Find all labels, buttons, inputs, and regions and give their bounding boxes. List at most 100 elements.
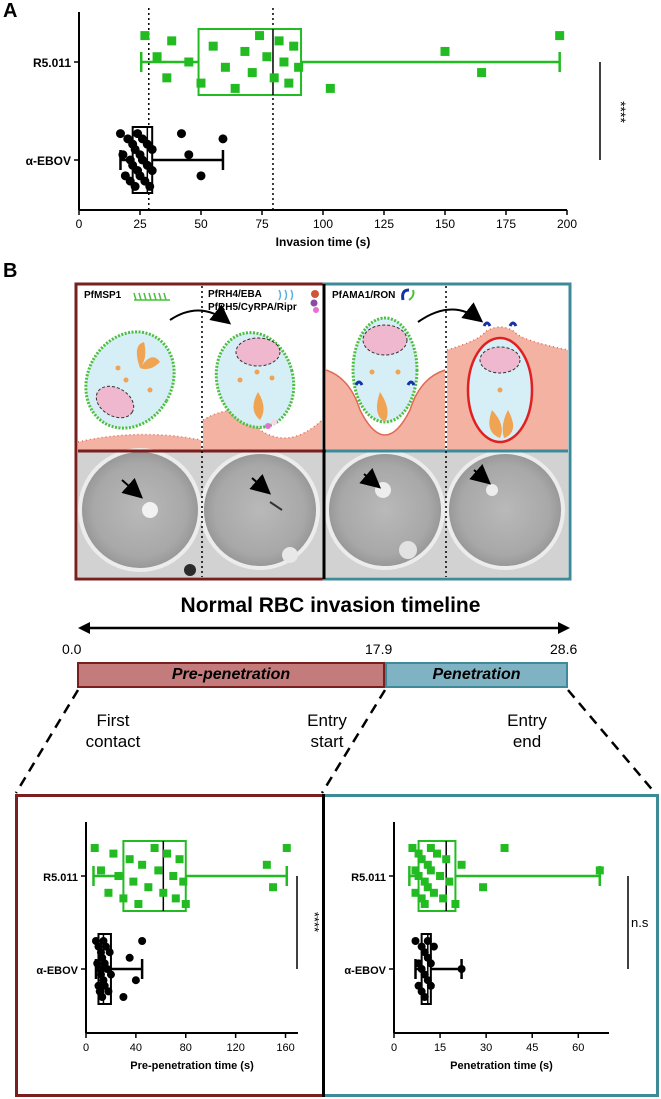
data-point xyxy=(140,31,150,41)
data-point xyxy=(144,883,153,892)
data-point xyxy=(119,894,128,903)
data-point xyxy=(417,894,426,903)
significance-stars: **** xyxy=(307,912,322,932)
timeline-title: Normal RBC invasion timeline xyxy=(180,594,481,617)
data-point xyxy=(423,860,432,869)
x-tick-label: 15 xyxy=(434,1042,446,1054)
data-point xyxy=(284,78,294,88)
pre-penetration-bar: Pre-penetration xyxy=(77,662,385,688)
data-point xyxy=(162,73,172,83)
category-label: α-EBOV xyxy=(26,154,71,168)
data-point xyxy=(433,849,441,858)
category-label: α-EBOV xyxy=(36,965,78,977)
data-point xyxy=(420,993,429,1001)
data-point xyxy=(138,860,147,869)
data-point xyxy=(115,129,125,139)
data-point xyxy=(119,993,128,1001)
data-point xyxy=(429,942,438,951)
data-point xyxy=(179,877,188,886)
data-point xyxy=(411,866,420,875)
data-point xyxy=(411,937,420,945)
data-point xyxy=(171,894,180,903)
data-point xyxy=(125,953,134,962)
data-point xyxy=(184,57,194,67)
data-point xyxy=(262,860,271,869)
category-label: α-EBOV xyxy=(344,965,386,977)
stage-arrow-2 xyxy=(417,302,484,323)
data-point xyxy=(457,860,466,869)
entry-start-label: Entry start xyxy=(307,711,347,751)
panel-a-letter: A xyxy=(3,0,18,22)
data-point xyxy=(176,129,186,139)
data-point xyxy=(289,41,299,51)
data-point xyxy=(129,877,138,886)
data-point xyxy=(451,900,460,908)
first-contact-label: First contact xyxy=(85,711,141,751)
data-point xyxy=(169,872,178,880)
data-point xyxy=(420,877,429,886)
data-point xyxy=(479,883,488,892)
data-point xyxy=(181,900,190,908)
rh5-glyph xyxy=(310,290,319,313)
data-point xyxy=(282,844,291,852)
data-point xyxy=(196,171,206,181)
legend-ama1-label: PfAMA1/RON xyxy=(332,290,396,301)
data-point xyxy=(114,872,123,880)
stage3-cartoon xyxy=(325,286,446,451)
data-point xyxy=(175,855,184,864)
data-point xyxy=(436,872,445,880)
data-point xyxy=(167,36,177,46)
zoom-connectors xyxy=(14,689,656,794)
data-point xyxy=(325,83,335,93)
data-point xyxy=(457,965,466,973)
panel-b-letter: B xyxy=(3,260,18,282)
data-point xyxy=(230,83,240,93)
data-point xyxy=(408,844,417,852)
data-point xyxy=(595,866,604,875)
legend-msp1-label: PfMSP1 xyxy=(84,290,122,301)
data-point xyxy=(125,855,134,864)
category-label: R5.011 xyxy=(351,872,386,884)
frame-divider xyxy=(322,794,325,1097)
data-point xyxy=(104,888,113,897)
data-point xyxy=(426,844,435,852)
data-point xyxy=(440,46,450,56)
x-tick-label: 125 xyxy=(374,217,394,231)
data-point xyxy=(184,150,194,160)
data-point xyxy=(274,36,284,46)
data-point xyxy=(90,844,99,852)
data-point xyxy=(247,68,257,78)
data-point xyxy=(145,181,155,191)
x-tick-label: 160 xyxy=(276,1042,294,1054)
data-point xyxy=(414,872,423,880)
ama1-glyph xyxy=(401,288,415,301)
data-point xyxy=(220,62,230,72)
tick-start: 0.0 xyxy=(62,641,82,657)
data-point xyxy=(439,894,448,903)
data-point xyxy=(417,855,426,864)
data-point xyxy=(134,900,143,908)
data-point xyxy=(96,866,105,875)
data-point xyxy=(423,937,432,945)
x-tick-label: 60 xyxy=(572,1042,584,1054)
invasion-stage-figure xyxy=(74,282,572,581)
x-tick-label: 0 xyxy=(391,1042,397,1054)
data-point xyxy=(208,41,218,51)
data-point xyxy=(159,888,168,897)
data-point xyxy=(500,844,509,852)
data-point xyxy=(154,866,163,875)
data-point xyxy=(426,866,435,875)
data-point xyxy=(106,970,115,979)
data-point xyxy=(147,166,157,176)
data-point xyxy=(118,150,128,160)
data-point xyxy=(150,844,159,852)
data-point xyxy=(104,987,113,996)
x-tick-label: 40 xyxy=(130,1042,142,1054)
data-point xyxy=(414,849,423,858)
x-tick-label: 0 xyxy=(76,217,83,231)
data-point xyxy=(423,883,432,892)
data-point xyxy=(98,993,107,1001)
data-point xyxy=(442,855,451,864)
data-point xyxy=(163,849,172,858)
